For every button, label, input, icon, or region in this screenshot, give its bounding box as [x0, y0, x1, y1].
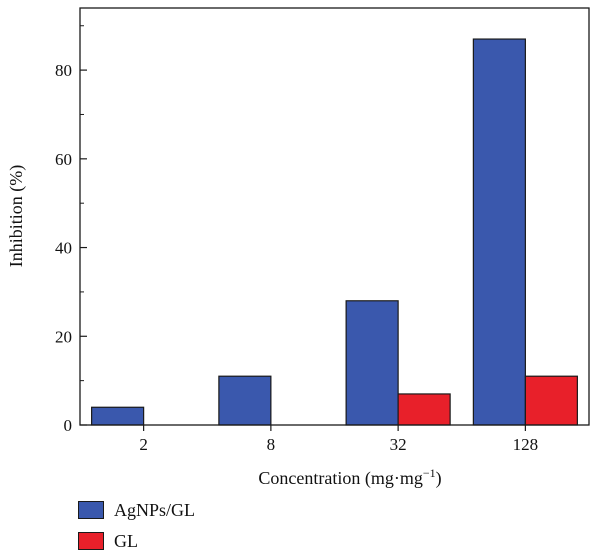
bar-agnps-gl-32	[345, 300, 399, 426]
y-tick-label: 0	[64, 416, 73, 435]
y-tick-label: 80	[55, 61, 72, 80]
legend-swatch-gl	[78, 532, 104, 550]
x-tick-label: 2	[139, 435, 148, 454]
bars-layer	[91, 38, 578, 426]
y-axis-title: Inhibition (%)	[6, 165, 27, 267]
x-axis-title: Concentration (mg·mg−1)	[258, 466, 441, 489]
y-tick-label: 40	[55, 239, 72, 258]
legend-label-agnps-gl: AgNPs/GL	[114, 499, 196, 520]
axes-layer: 0 20 40 60 80 2 8 32 128	[55, 7, 590, 454]
plot-frame	[79, 7, 590, 426]
y-tick-label: 60	[55, 150, 72, 169]
legend-item-agnps-gl: AgNPs/GL	[78, 497, 195, 523]
bar-agnps-gl-8	[218, 375, 272, 426]
bar-agnps-gl-2	[91, 406, 145, 426]
legend-item-gl: GL	[78, 528, 195, 554]
y-tick-label: 20	[55, 327, 72, 346]
legend-swatch-agnps-gl	[78, 501, 104, 519]
bar-agnps-gl-128	[472, 38, 526, 426]
x-tick-label: 8	[267, 435, 276, 454]
bar-gl-128	[524, 375, 578, 426]
x-tick-label: 32	[390, 435, 407, 454]
bar-gl-32	[397, 393, 451, 426]
legend-label-gl: GL	[114, 530, 138, 551]
legend: AgNPs/GL GL	[78, 497, 195, 559]
x-tick-label: 128	[513, 435, 539, 454]
